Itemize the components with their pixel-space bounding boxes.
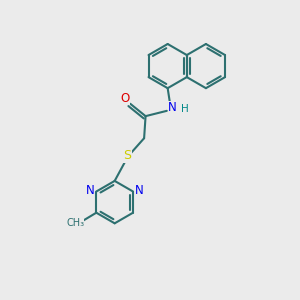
Text: N: N: [85, 184, 94, 196]
Text: N: N: [135, 184, 144, 196]
Text: N: N: [168, 101, 176, 114]
Text: H: H: [181, 104, 189, 114]
Text: S: S: [124, 149, 132, 162]
Text: CH₃: CH₃: [66, 218, 84, 228]
Text: O: O: [120, 92, 130, 105]
